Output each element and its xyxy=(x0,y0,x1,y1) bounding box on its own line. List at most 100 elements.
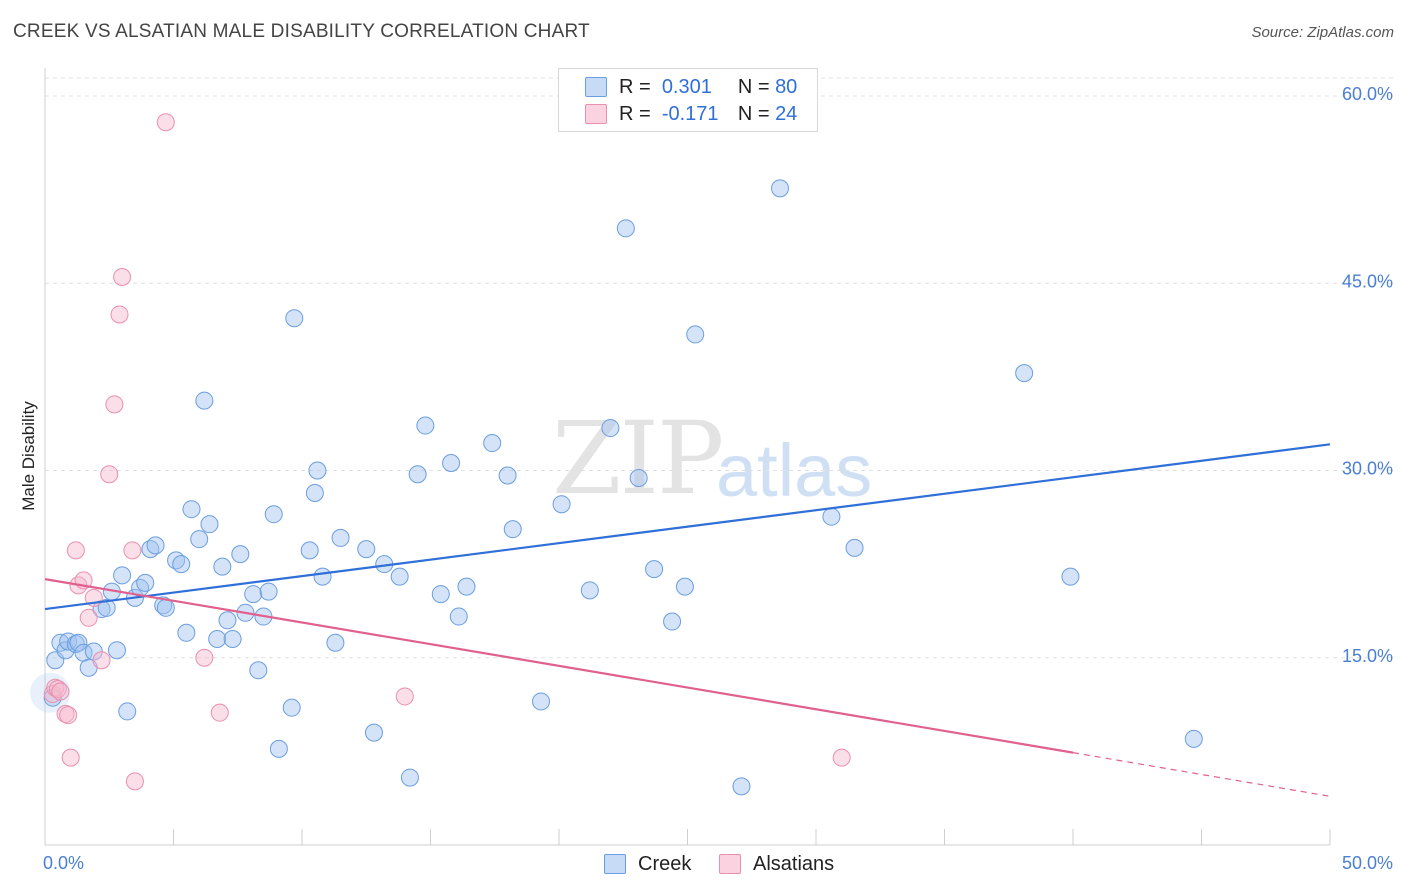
alsatians-swatch xyxy=(719,854,741,874)
creek-point xyxy=(308,461,327,480)
alsatians-point xyxy=(395,687,414,706)
legend-n-value: 24 xyxy=(775,102,798,125)
source-label: Source: ZipAtlas.com xyxy=(1251,24,1394,41)
legend-row-alsatians: R = -0.171 N = 24 xyxy=(585,102,797,126)
creek-trendline xyxy=(44,443,1331,611)
alsatians-point xyxy=(66,541,85,560)
creek-point xyxy=(218,611,237,630)
creek-point xyxy=(1015,364,1034,383)
alsatians-point xyxy=(195,648,214,667)
creek-point xyxy=(107,641,126,660)
y-tick-label: 30.0% xyxy=(1342,459,1393,479)
alsatians-point xyxy=(61,748,80,767)
creek-point xyxy=(156,598,175,617)
creek-point xyxy=(449,607,468,626)
creek-point xyxy=(629,468,648,487)
creek-point xyxy=(552,495,571,514)
creek-point xyxy=(231,545,250,564)
creek-point xyxy=(408,465,427,484)
y-axis-title: Male Disability xyxy=(19,401,38,511)
alsatians-point xyxy=(105,395,124,414)
creek-point xyxy=(532,692,551,711)
creek-point xyxy=(172,555,191,574)
creek-swatch xyxy=(585,77,607,97)
creek-point xyxy=(1061,567,1080,586)
creek-point xyxy=(313,567,332,586)
alsatians-trendline-extension xyxy=(1072,752,1331,797)
creek-point xyxy=(845,538,864,557)
creek-point xyxy=(326,633,345,652)
creek-point xyxy=(269,739,288,758)
creek-point xyxy=(200,515,219,534)
creek-point xyxy=(675,577,694,596)
alsatians-point xyxy=(125,772,144,791)
creek-point xyxy=(390,567,409,586)
alsatians-point xyxy=(113,268,132,287)
creek-point xyxy=(645,560,664,579)
chart-title: CREEK VS ALSATIAN MALE DISABILITY CORREL… xyxy=(13,21,590,42)
bottom-legend-label: Creek xyxy=(638,852,692,875)
alsatians-point xyxy=(156,113,175,132)
creek-point xyxy=(264,505,283,524)
alsatians-point xyxy=(832,748,851,767)
alsatians-swatch xyxy=(585,104,607,124)
creek-point xyxy=(822,507,841,526)
creek-point xyxy=(118,702,137,721)
creek-point xyxy=(331,528,350,547)
creek-point xyxy=(244,585,263,604)
creek-point xyxy=(416,416,435,435)
creek-point xyxy=(182,500,201,519)
creek-point xyxy=(190,530,209,549)
alsatians-point xyxy=(210,703,229,722)
creek-point xyxy=(154,596,173,615)
creek-point xyxy=(400,768,419,787)
alsatians-point xyxy=(110,305,129,324)
creek-point xyxy=(136,573,155,592)
legend-n-value: 80 xyxy=(775,75,798,98)
creek-point xyxy=(282,698,301,717)
correlation-legend: R = 0.301 N = 80 R = -0.171 N = 24 xyxy=(558,68,818,132)
creek-point xyxy=(732,777,751,796)
creek-point xyxy=(305,483,324,502)
creek-point xyxy=(686,325,705,344)
legend-r-value: -0.171 xyxy=(661,102,719,125)
alsatians-point xyxy=(48,679,67,698)
alsatians-point xyxy=(79,608,98,627)
legend-r-label: R = xyxy=(619,75,651,98)
alsatians-trendline xyxy=(44,578,1074,754)
creek-point xyxy=(208,630,227,649)
creek-swatch xyxy=(604,854,626,874)
creek-point xyxy=(195,391,214,410)
creek-point xyxy=(601,419,620,438)
creek-point xyxy=(223,630,242,649)
y-tick-label: 15.0% xyxy=(1342,646,1393,666)
creek-point xyxy=(285,309,304,328)
creek-point xyxy=(1184,729,1203,748)
creek-point xyxy=(364,723,383,742)
legend-r-label: R = xyxy=(619,102,651,125)
creek-point xyxy=(498,466,517,485)
creek-point xyxy=(69,633,88,652)
alsatians-point xyxy=(123,541,142,560)
creek-point xyxy=(146,536,165,555)
creek-point xyxy=(771,179,790,198)
creek-point xyxy=(483,434,502,453)
creek-point xyxy=(300,541,319,560)
creek-point xyxy=(177,623,196,642)
creek-point xyxy=(503,520,522,539)
creek-point xyxy=(97,598,116,617)
x-tick-label: 50.0% xyxy=(1342,853,1393,873)
bottom-legend-creek: Creek xyxy=(604,851,691,877)
alsatians-point xyxy=(100,465,119,484)
bottom-legend-alsatians: Alsatians xyxy=(719,851,834,877)
x-tick-label: 0.0% xyxy=(43,853,84,873)
legend-n-label: N = xyxy=(737,75,770,98)
creek-point xyxy=(616,219,635,238)
creek-point xyxy=(457,577,476,596)
creek-point xyxy=(431,585,450,604)
creek-point xyxy=(113,566,132,585)
alsatians-point xyxy=(59,706,78,725)
alsatians-point xyxy=(92,651,111,670)
watermark-zip: ZIP xyxy=(552,400,724,517)
